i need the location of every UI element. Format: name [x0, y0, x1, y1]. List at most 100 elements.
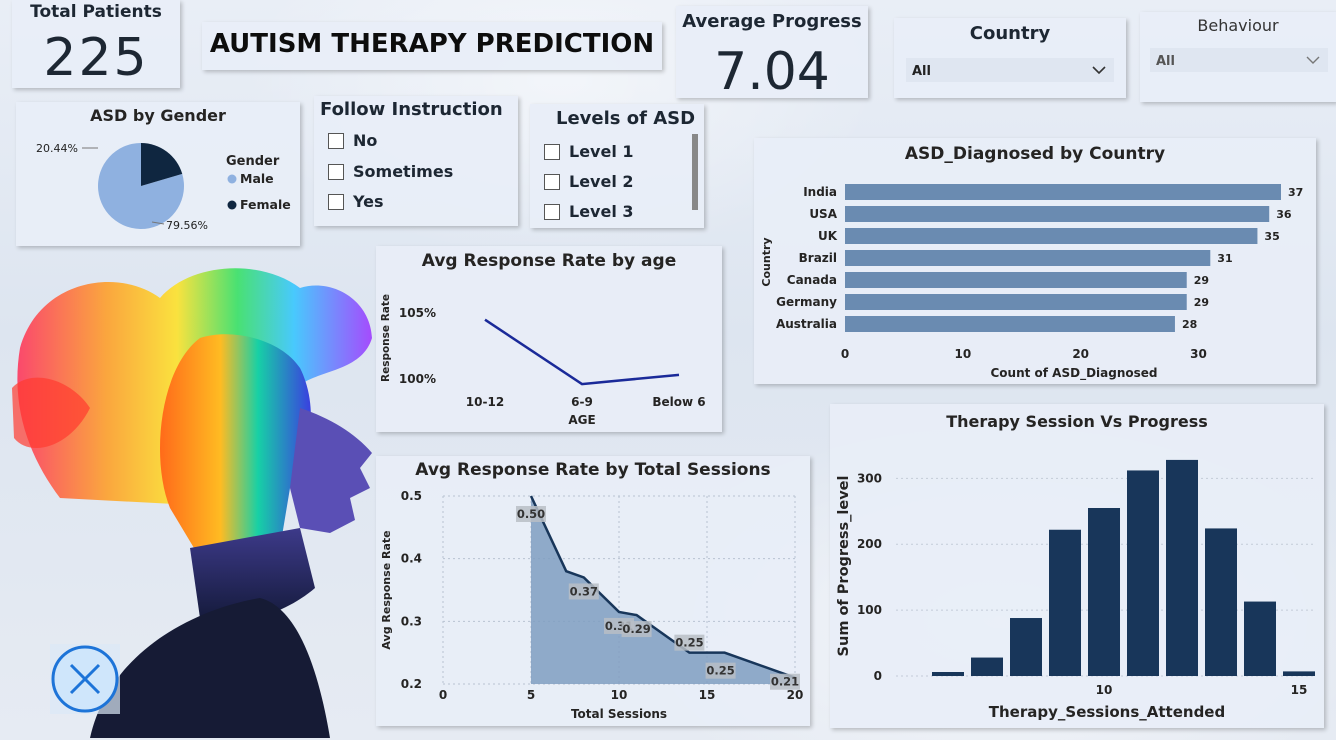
data-label: 0.25 — [675, 636, 703, 650]
option-label: Level 2 — [569, 172, 634, 191]
x-axis-title: Count of ASD_Diagnosed — [990, 366, 1157, 381]
follow-instruction-option-sometimes[interactable]: Sometimes — [328, 162, 453, 181]
y-tick-label: 0.3 — [401, 614, 422, 628]
country-dropdown-value: All — [912, 64, 931, 79]
y-tick-label: 300 — [857, 471, 882, 485]
gender-pie-chart: 79.56% 20.44% Gender Male Female — [36, 142, 291, 232]
country-filter-label: Country — [969, 23, 1051, 44]
therapy-bar — [1088, 508, 1120, 676]
x-axis-title: Therapy_Sessions_Attended — [989, 703, 1225, 721]
y-tick-label: 105% — [399, 306, 436, 320]
gender-chart-card: ASD by Gender 79.56% 20.44% Gender Male Fema… — [16, 102, 300, 246]
levels-option-level-2[interactable]: Level 2 — [544, 172, 634, 191]
legend-title: Gender — [226, 154, 280, 169]
data-label-bg — [621, 621, 652, 638]
x-tick-label: 15 — [699, 688, 716, 702]
x-tick-label: 0 — [439, 688, 447, 702]
legend-item: Male — [240, 171, 274, 186]
country-label: Canada — [787, 273, 837, 287]
data-label: 0.25 — [706, 664, 734, 678]
x-tick-label: 30 — [1190, 347, 1207, 361]
bar-value-label: 31 — [1217, 252, 1232, 265]
sessions-chart-card: Avg Response Rate by Total Sessions 0 5 10… — [376, 456, 810, 726]
data-label-bg — [705, 662, 736, 679]
data-label: 20.44% — [36, 142, 78, 155]
data-label: 79.56% — [166, 219, 208, 232]
average-progress-card: Average Progress 7.04 — [676, 6, 868, 102]
average-progress-label: Average Progress — [682, 11, 862, 32]
country-bar — [845, 184, 1281, 200]
x-axis-title: AGE — [568, 413, 595, 427]
checkbox[interactable] — [328, 163, 344, 180]
checkbox[interactable] — [544, 143, 560, 160]
behaviour-dropdown[interactable]: All — [1150, 48, 1328, 72]
country-label: UK — [818, 229, 838, 243]
behaviour-dropdown-value: All — [1156, 54, 1175, 69]
x-tick-label: 5 — [527, 688, 535, 702]
y-tick-label: 100% — [399, 372, 436, 386]
levels-option-level-3[interactable]: Level 3 — [544, 202, 634, 221]
country-bar-chart: India 37 USA 36 UK 35 Brazil 31 Canada 29 Germany 2… — [760, 184, 1303, 381]
data-label: 0.50 — [517, 507, 545, 521]
country-bar — [845, 206, 1270, 222]
option-label: Sometimes — [353, 162, 454, 181]
option-label: No — [353, 131, 378, 150]
y-tick-label: 200 — [857, 537, 882, 551]
country-chart-card: ASD_Diagnosed by Country India 37 USA 36 UK 3… — [754, 138, 1316, 384]
gender-chart-title: ASD by Gender — [90, 106, 226, 125]
country-label: Brazil — [799, 251, 837, 265]
data-label: 0.21 — [771, 675, 799, 689]
country-label: India — [803, 185, 837, 199]
y-tick-label: 0.4 — [401, 552, 422, 566]
checkbox[interactable] — [328, 132, 344, 149]
data-label: 0.29 — [622, 622, 650, 636]
therapy-chart-card: Therapy Session Vs Progress 0 100 200 300 10… — [830, 404, 1324, 728]
leader-line — [151, 221, 165, 225]
close-icon[interactable] — [50, 644, 120, 714]
checkbox[interactable] — [544, 203, 560, 220]
total-patients-card: Total Patients 225 — [12, 0, 180, 88]
levels-of-asd-title: Levels of ASD — [556, 108, 696, 129]
follow-instruction-option-yes[interactable]: Yes — [328, 192, 384, 211]
age-chart-card: Avg Response Rate by age 100% 105% 10-12 6-… — [376, 246, 722, 432]
country-dropdown[interactable]: All — [906, 58, 1114, 82]
checkbox[interactable] — [328, 193, 344, 210]
levels-option-level-1[interactable]: Level 1 — [544, 142, 634, 161]
y-tick-label: 0.2 — [401, 677, 422, 691]
data-label-bg — [674, 634, 705, 651]
age-line-chart: 100% 105% 10-12 6-9 Below 6 AGE Response Rate — [380, 294, 706, 427]
y-axis-title: Country — [760, 237, 773, 286]
country-bar — [845, 250, 1211, 266]
therapy-bar-chart: 0 100 200 300 10 15 Therapy_Sessions_Attended S… — [836, 459, 1315, 721]
y-tick-label: 0.5 — [401, 489, 422, 503]
therapy-bar — [1010, 618, 1042, 676]
option-label: Level 1 — [569, 142, 634, 161]
therapy-bar — [971, 657, 1003, 676]
bar-value-label: 37 — [1288, 186, 1303, 199]
pie-slice-male — [98, 143, 185, 229]
checkbox[interactable] — [544, 173, 560, 190]
country-bar — [845, 294, 1187, 310]
data-label-bg — [770, 673, 800, 690]
y-axis-title: Response Rate — [380, 294, 392, 382]
y-tick-label: 100 — [857, 603, 882, 617]
country-bar — [845, 316, 1175, 332]
bar-value-label: 28 — [1182, 318, 1197, 331]
total-patients-label: Total Patients — [30, 2, 162, 22]
series-line — [484, 318, 680, 386]
page-title-card: AUTISM THERAPY PREDICTION — [202, 22, 662, 70]
country-label: USA — [809, 207, 837, 221]
x-tick-label: 10 — [611, 688, 628, 702]
x-tick-label: 0 — [841, 347, 849, 361]
scrollbar[interactable] — [692, 134, 698, 210]
series-area — [531, 496, 795, 684]
x-tick-label: Below 6 — [652, 395, 705, 409]
legend-marker — [227, 174, 237, 184]
therapy-bar — [1127, 470, 1159, 676]
pie-slice-female — [141, 143, 183, 186]
data-label-bg — [516, 506, 546, 522]
follow-instruction-option-no[interactable]: No — [328, 131, 377, 150]
behaviour-filter: Behaviour All — [1140, 12, 1336, 102]
x-axis-title: Total Sessions — [571, 707, 667, 721]
sessions-chart-title: Avg Response Rate by Total Sessions — [415, 460, 771, 480]
